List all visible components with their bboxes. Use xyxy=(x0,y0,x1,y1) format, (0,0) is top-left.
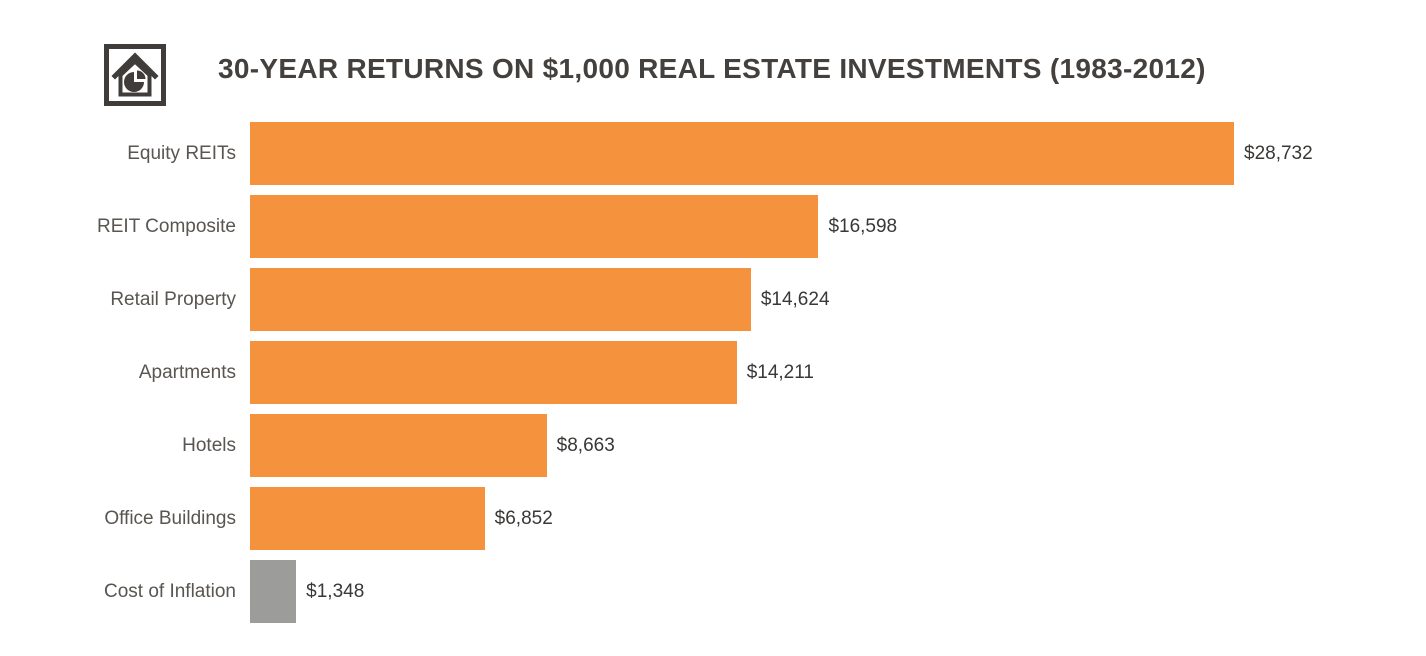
value-label: $14,211 xyxy=(746,361,814,383)
category-label: Cost of Inflation xyxy=(103,580,236,602)
bar xyxy=(250,414,547,477)
value-label: $14,624 xyxy=(760,288,830,310)
bar xyxy=(250,195,819,258)
chart-row: Hotels $8,663 xyxy=(0,414,1426,477)
chart-row: Retail Property $14,624 xyxy=(0,268,1426,331)
category-label: Hotels xyxy=(182,434,236,456)
chart-row: Office Buildings $6,852 xyxy=(0,487,1426,550)
chart-row: Cost of Inflation $1,348 xyxy=(0,560,1426,623)
bar xyxy=(250,560,297,623)
category-label: REIT Composite xyxy=(96,215,236,237)
bar xyxy=(250,487,485,550)
chart-row: Equity REITs $28,732 xyxy=(0,122,1426,185)
category-label: Equity REITs xyxy=(127,142,236,164)
bar xyxy=(250,268,751,331)
category-label: Retail Property xyxy=(110,288,236,310)
bar xyxy=(250,341,737,404)
value-label: $1,348 xyxy=(306,580,365,602)
category-label: Apartments xyxy=(138,361,236,383)
value-label: $8,663 xyxy=(556,434,615,456)
chart-header: 30-YEAR RETURNS ON $1,000 REAL ESTATE IN… xyxy=(0,0,1426,120)
value-label: $6,852 xyxy=(494,507,553,529)
chart-row: REIT Composite $16,598 xyxy=(0,195,1426,258)
chart-row: Apartments $14,211 xyxy=(0,341,1426,404)
house-pie-chart-icon xyxy=(103,43,167,107)
house-pie-chart-icon-svg xyxy=(104,44,166,106)
category-label: Office Buildings xyxy=(104,507,236,529)
bar xyxy=(250,122,1234,185)
value-label: $28,732 xyxy=(1244,142,1313,164)
value-label: $16,598 xyxy=(828,215,898,237)
chart-title: 30-YEAR RETURNS ON $1,000 REAL ESTATE IN… xyxy=(218,53,1206,84)
bar-chart: Equity REITs $28,732 REIT Composite $16,598… xyxy=(0,122,1426,633)
